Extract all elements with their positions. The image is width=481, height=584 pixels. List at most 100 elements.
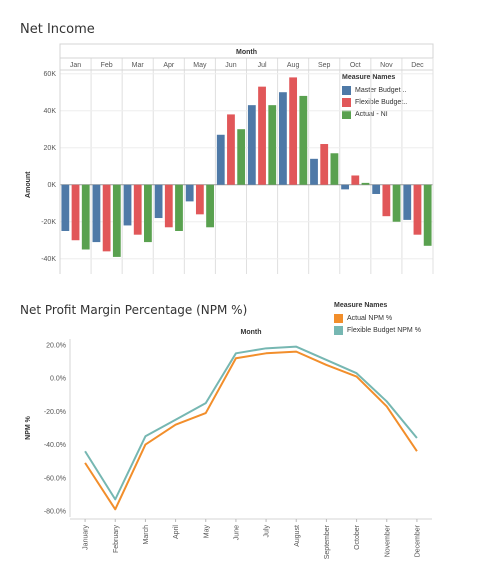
net-income-legend: Measure Names Master Budget .. Flexible … [342,74,407,120]
x-tick-label: November [384,524,391,557]
bar-flexible-budget-aug [289,77,298,185]
bar-flexible-budget-nov [382,184,391,217]
month-header-label: Sep [318,62,331,69]
bar-master-budget-aug [279,92,287,185]
bar-flexible-budget-jan [71,184,80,241]
x-axis-title: Month [241,329,262,336]
y-tick-label: 20K [44,145,57,152]
line-flexible-budget-npm [84,345,418,501]
bar-flexible-budget-jun [227,114,235,185]
legend-swatch-flexible [342,97,351,107]
month-header-label: Jan [70,62,81,69]
y-tick-label: 60K [44,71,57,78]
bar-master-budget-sep [310,158,318,185]
y-tick-label: -60.0% [44,475,66,482]
legend-swatch-master [342,85,351,95]
x-tick-label: June [233,525,240,540]
legend-item-actual-npm[interactable]: Actual NPM % [334,312,421,324]
bar-actual-ni-aug [299,95,308,185]
y-tick-label: -40K [41,256,56,263]
month-header-label: Nov [380,62,393,69]
net-income-chart: Month Jan Feb Mar Apr May Jun Jul Aug Sep Oct Nov De… [25,43,434,274]
y-tick-label: -20K [41,219,56,226]
bar-master-budget-dec [403,184,412,220]
x-tick-label: July [264,525,271,538]
bar-actual-ni-feb [112,184,121,257]
x-tick-label: February [113,525,120,554]
bar-master-budget-jan [61,184,70,231]
bar-actual-ni-jan [81,184,90,250]
bar-actual-ni-jun [237,129,246,185]
bar-actual-ni-jul [268,105,277,185]
y-axis-title: NPM % [25,415,32,440]
legend-swatch-actual [342,109,351,119]
npm-legend: Measure Names Actual NPM % Flexible Budg… [334,302,421,336]
month-header-label: Aug [287,62,300,69]
legend-item-actual-ni[interactable]: Actual - NI [342,108,407,120]
bar-actual-ni-mar [144,184,152,243]
x-tick-label: April [173,525,180,539]
legend-label-flexible-npm: Flexible Budget NPM % [347,326,421,334]
month-header-label: Jun [225,62,236,69]
legend-item-flexible-npm[interactable]: Flexible Budget NPM % [334,324,421,336]
net-income-legend-title: Measure Names [342,74,396,81]
bar-actual-ni-apr [175,184,183,231]
month-header-label: Dec [411,62,424,69]
month-header-label: Mar [132,62,145,69]
bar-master-budget-mar [123,184,132,226]
y-tick-label: 0K [47,182,56,189]
bar-flexible-budget-feb [102,184,111,252]
x-tick-label: September [324,524,331,559]
x-tick-label: May [203,525,210,539]
legend-label-flexible: Flexible Budget.. [355,98,408,106]
y-tick-label: -20.0% [44,409,66,416]
month-header-label: Feb [101,62,113,69]
line-actual-npm [84,350,418,511]
legend-swatch-flexible-npm [334,325,343,335]
bar-flexible-budget-apr [164,184,173,228]
y-tick-label: 40K [44,108,57,115]
legend-item-master-budget[interactable]: Master Budget .. [342,84,407,96]
x-tick-label: December [414,524,421,557]
bar-master-budget-nov [372,184,381,194]
bar-master-budget-feb [92,184,101,243]
npm-legend-title: Measure Names [334,302,388,309]
bar-actual-ni-dec [423,184,432,246]
x-tick-label: January [83,525,90,550]
month-header-label: Apr [163,62,175,69]
net-income-title: Net Income [20,22,95,37]
bar-actual-ni-nov [392,184,401,222]
bar-actual-ni-may [206,184,214,228]
y-axis-title: Amount [25,171,32,198]
bar-flexible-budget-sep [320,144,329,185]
legend-item-flexible-budget[interactable]: Flexible Budget.. [342,96,407,108]
bar-flexible-budget-may [195,184,204,215]
y-tick-label: 0.0% [50,376,66,383]
y-tick-label: -40.0% [44,442,66,449]
bar-flexible-budget-dec [413,184,422,235]
x-axis-title: Month [236,49,257,56]
bar-actual-ni-sep [330,153,339,185]
month-header-label: Jul [258,62,267,69]
month-header-label: Oct [350,62,361,69]
bar-master-budget-jul [247,105,256,185]
month-header-label: May [193,62,207,69]
npm-title: Net Profit Margin Percentage (NPM %) [20,303,248,317]
legend-label-master: Master Budget .. [355,86,407,94]
legend-label-actual: Actual - NI [355,110,388,118]
bar-flexible-budget-mar [133,184,142,235]
x-tick-label: March [143,525,150,545]
x-tick-label: August [294,525,301,547]
bar-flexible-budget-oct [351,175,360,185]
legend-swatch-actual-npm [334,313,343,323]
x-tick-label: October [354,524,361,550]
y-tick-label: -80.0% [44,509,66,516]
bar-master-budget-oct [341,184,349,190]
legend-label-actual-npm: Actual NPM % [347,314,393,322]
month-header-frame [59,43,434,71]
bar-master-budget-may [185,184,194,202]
bar-master-budget-apr [154,184,163,219]
npm-chart: Month -80.0% -60.0% -40.0% -20.0% 0.0% 20.0% NP… [25,329,432,559]
bar-master-budget-jun [216,134,225,185]
y-tick-label: 20.0% [46,343,66,350]
